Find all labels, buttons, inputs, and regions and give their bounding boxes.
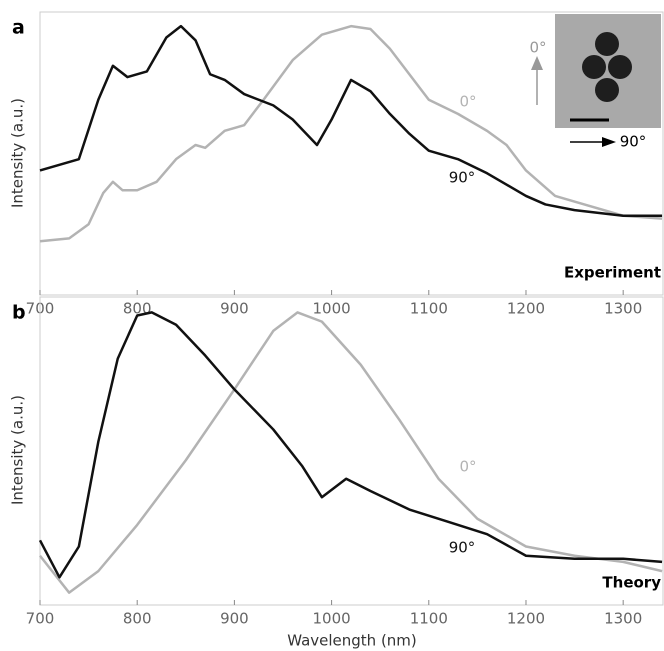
particle [595, 32, 619, 56]
x-tick-label: 1300 [604, 300, 642, 318]
x-tick-label: 1300 [604, 610, 642, 628]
x-tick-label: 1100 [410, 300, 448, 318]
x-tick-label: 1200 [507, 610, 545, 628]
series-line [39, 24, 663, 218]
annotation: Experiment [564, 264, 661, 282]
inset-image [555, 14, 661, 128]
x-tick-label: 1000 [312, 300, 350, 318]
inset-label: 0° [529, 39, 546, 57]
panel-label: a [12, 17, 25, 39]
series-label: 90° [449, 169, 476, 187]
x-tick-label: 700 [26, 610, 55, 628]
series-label: 0° [459, 458, 476, 476]
series-label: 0° [459, 93, 476, 111]
particle [595, 78, 619, 102]
x-tick-label: 800 [123, 610, 152, 628]
series-line [39, 24, 663, 243]
x-tick-label: 900 [220, 610, 249, 628]
arrow-head [602, 137, 616, 147]
x-tick-label: 1100 [410, 610, 448, 628]
annotation: Theory [602, 574, 661, 592]
series-label: 90° [449, 539, 476, 557]
x-tick-label: 1200 [507, 300, 545, 318]
particle [608, 55, 632, 79]
plot-frame [39, 296, 664, 606]
series-line [38, 311, 663, 579]
arrow-head [531, 56, 543, 70]
x-tick-label: 1000 [312, 610, 350, 628]
inset: 0° 90° [529, 14, 661, 151]
x-axis-label: Wavelength (nm) [287, 632, 417, 650]
y-axis-label: Intensity (a.u.) [9, 395, 27, 505]
x-tick-label: 900 [220, 300, 249, 318]
y-axis-label: Intensity (a.u.) [9, 98, 27, 208]
plot-frame [39, 11, 664, 296]
inset-label: 90° [620, 133, 647, 151]
particle [582, 55, 606, 79]
panel-label: b [12, 302, 26, 324]
series-line [39, 311, 663, 594]
